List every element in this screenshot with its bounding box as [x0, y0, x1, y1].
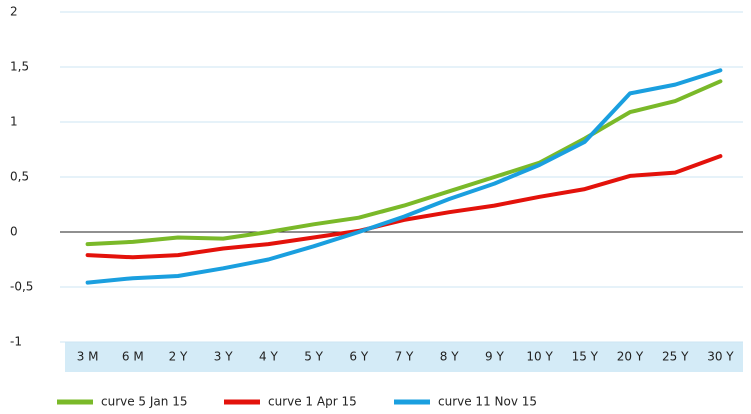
x-tick-label: 20 Y — [617, 350, 644, 364]
x-tick-label: 25 Y — [662, 350, 689, 364]
legend-label: curve 5 Jan 15 — [101, 395, 187, 409]
x-tick-label: 2 Y — [169, 350, 188, 364]
x-tick-label: 4 Y — [259, 350, 278, 364]
x-tick-label: 8 Y — [440, 350, 459, 364]
x-tick-label: 6 Y — [349, 350, 368, 364]
y-tick-label: -1 — [10, 335, 22, 349]
legend-label: curve 1 Apr 15 — [268, 395, 357, 409]
x-tick-label: 3 M — [77, 350, 99, 364]
x-tick-label: 3 Y — [214, 350, 233, 364]
y-tick-label: 1 — [10, 115, 18, 129]
y-tick-label: 0,5 — [10, 170, 29, 184]
x-tick-label: 10 Y — [526, 350, 553, 364]
y-tick-label: 2 — [10, 5, 18, 19]
x-tick-label: 30 Y — [707, 350, 734, 364]
x-tick-label: 15 Y — [572, 350, 599, 364]
x-tick-label: 5 Y — [304, 350, 323, 364]
legend-label: curve 11 Nov 15 — [438, 395, 537, 409]
category-band — [65, 342, 743, 372]
series-line — [85, 79, 723, 247]
y-tick-label: 0 — [10, 225, 18, 239]
y-tick-label: 1,5 — [10, 60, 29, 74]
series-line — [85, 68, 723, 285]
series-line — [85, 154, 723, 260]
x-tick-label: 7 Y — [395, 350, 414, 364]
y-tick-label: -0,5 — [10, 280, 33, 294]
x-tick-label: 9 Y — [485, 350, 504, 364]
x-tick-label: 6 M — [122, 350, 144, 364]
